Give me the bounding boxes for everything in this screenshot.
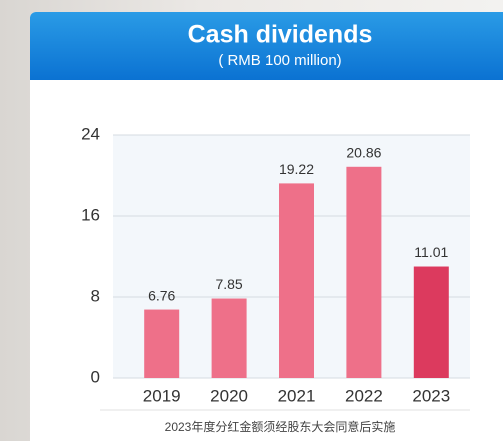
footnote: 2023年度分红金额须经股东大会同意后实施 [165,419,396,434]
x-tick-label: 2019 [143,386,181,405]
x-tick-label: 2023 [412,386,450,405]
value-label: 6.76 [148,287,175,303]
bar [279,183,314,378]
value-label: 19.22 [279,161,314,177]
y-tick-label: 24 [81,124,100,143]
bar [346,166,382,378]
bar [144,309,180,378]
chart-subtitle: ( RMB 100 million) [218,52,341,69]
x-tick-label: 2022 [345,386,383,405]
y-tick-label: 8 [91,286,100,305]
header [30,12,503,80]
bar [211,298,247,378]
bar [413,266,449,378]
chart-title: Cash dividends [188,21,373,49]
y-tick-label: 16 [81,205,100,224]
y-tick-label: 0 [91,367,100,386]
value-label: 11.01 [414,244,448,260]
value-label: 7.85 [215,276,242,292]
value-label: 20.86 [346,144,381,160]
x-tick-label: 2020 [210,386,248,405]
x-tick-label: 2021 [278,386,316,405]
